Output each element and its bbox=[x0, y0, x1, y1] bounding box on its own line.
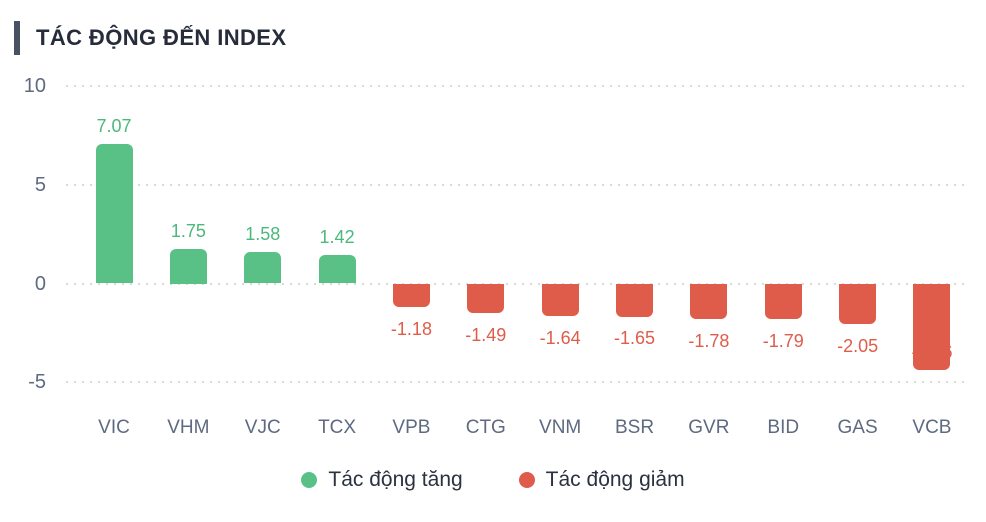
bar-ctg[interactable] bbox=[467, 284, 505, 314]
gridline-y-0 bbox=[66, 282, 968, 285]
x-axis-label-vhm: VHM bbox=[167, 417, 210, 438]
legend-dot-positive-icon bbox=[301, 472, 318, 488]
chart-header: TÁC ĐỘNG ĐẾN INDEX bbox=[14, 21, 286, 55]
legend-dot-negative-icon bbox=[518, 472, 535, 488]
bar-gvr[interactable] bbox=[690, 284, 728, 320]
bar-bsr[interactable] bbox=[616, 284, 654, 317]
bar-vcb[interactable] bbox=[913, 284, 951, 371]
x-axis-label-bid: BID bbox=[767, 417, 800, 438]
value-label-vic: 7.07 bbox=[96, 115, 132, 136]
bar-chart-plot-area: 10 5 0 -5 7.07 1.75 1.58 1.42 -1.18 -1.49 -1.64 -1.… bbox=[23, 75, 968, 438]
value-label-gvr: -1.78 bbox=[688, 330, 730, 351]
x-axis-label-ctg: CTG bbox=[465, 417, 506, 438]
gridline-y-10 bbox=[66, 85, 968, 87]
value-label-vpb: -1.18 bbox=[390, 318, 432, 339]
value-label-vnm: -1.64 bbox=[539, 327, 581, 348]
x-axis-label-vjc: VJC bbox=[244, 417, 281, 438]
bar-tcx[interactable] bbox=[318, 255, 356, 284]
value-label-vhm: 1.75 bbox=[170, 220, 206, 241]
title-accent-bar bbox=[14, 21, 20, 55]
x-axis-label-gas: GAS bbox=[837, 417, 878, 438]
value-label-bid: -1.79 bbox=[762, 330, 804, 351]
y-axis-tick-label: 0 bbox=[34, 272, 46, 295]
bar-vic[interactable] bbox=[95, 143, 133, 284]
x-axis-label-vic: VIC bbox=[98, 417, 130, 438]
x-axis-label-vnm: VNM bbox=[539, 417, 582, 438]
value-label-vjc: 1.58 bbox=[245, 224, 281, 245]
gridline-y--5 bbox=[66, 381, 968, 384]
y-axis-tick-label: 5 bbox=[34, 173, 46, 196]
chart-title: TÁC ĐỘNG ĐẾN INDEX bbox=[36, 25, 287, 50]
x-axis-label-bsr: BSR bbox=[614, 417, 655, 438]
x-axis-label-tcx: TCX bbox=[318, 417, 357, 438]
chart-legend: Tác động tăng Tác động giảm bbox=[0, 468, 986, 492]
bar-vnm[interactable] bbox=[541, 284, 579, 317]
x-axis-label-vpb: VPB bbox=[392, 417, 431, 438]
bar-vhm[interactable] bbox=[169, 248, 207, 284]
x-axis-label-gvr: GVR bbox=[688, 417, 730, 438]
bar-vjc[interactable] bbox=[244, 252, 282, 284]
legend-label-negative: Tác động giảm bbox=[545, 468, 685, 491]
value-label-tcx: 1.42 bbox=[319, 227, 355, 248]
x-axis-label-vcb: VCB bbox=[912, 417, 952, 438]
y-axis-tick-label: 10 bbox=[23, 75, 46, 97]
value-label-ctg: -1.49 bbox=[465, 324, 507, 345]
bar-gas[interactable] bbox=[839, 284, 877, 325]
legend-item-negative[interactable]: Tác động giảm bbox=[518, 468, 685, 492]
gridline-y-5 bbox=[66, 183, 968, 186]
y-axis-tick-label: -5 bbox=[28, 371, 46, 394]
value-label-gas: -2.05 bbox=[837, 335, 879, 356]
bar-vpb[interactable] bbox=[392, 284, 430, 308]
legend-label-positive: Tác động tăng bbox=[328, 468, 463, 491]
legend-item-positive[interactable]: Tác động tăng bbox=[301, 468, 463, 492]
value-label-bsr: -1.65 bbox=[614, 328, 656, 349]
bar-bid[interactable] bbox=[764, 284, 802, 320]
